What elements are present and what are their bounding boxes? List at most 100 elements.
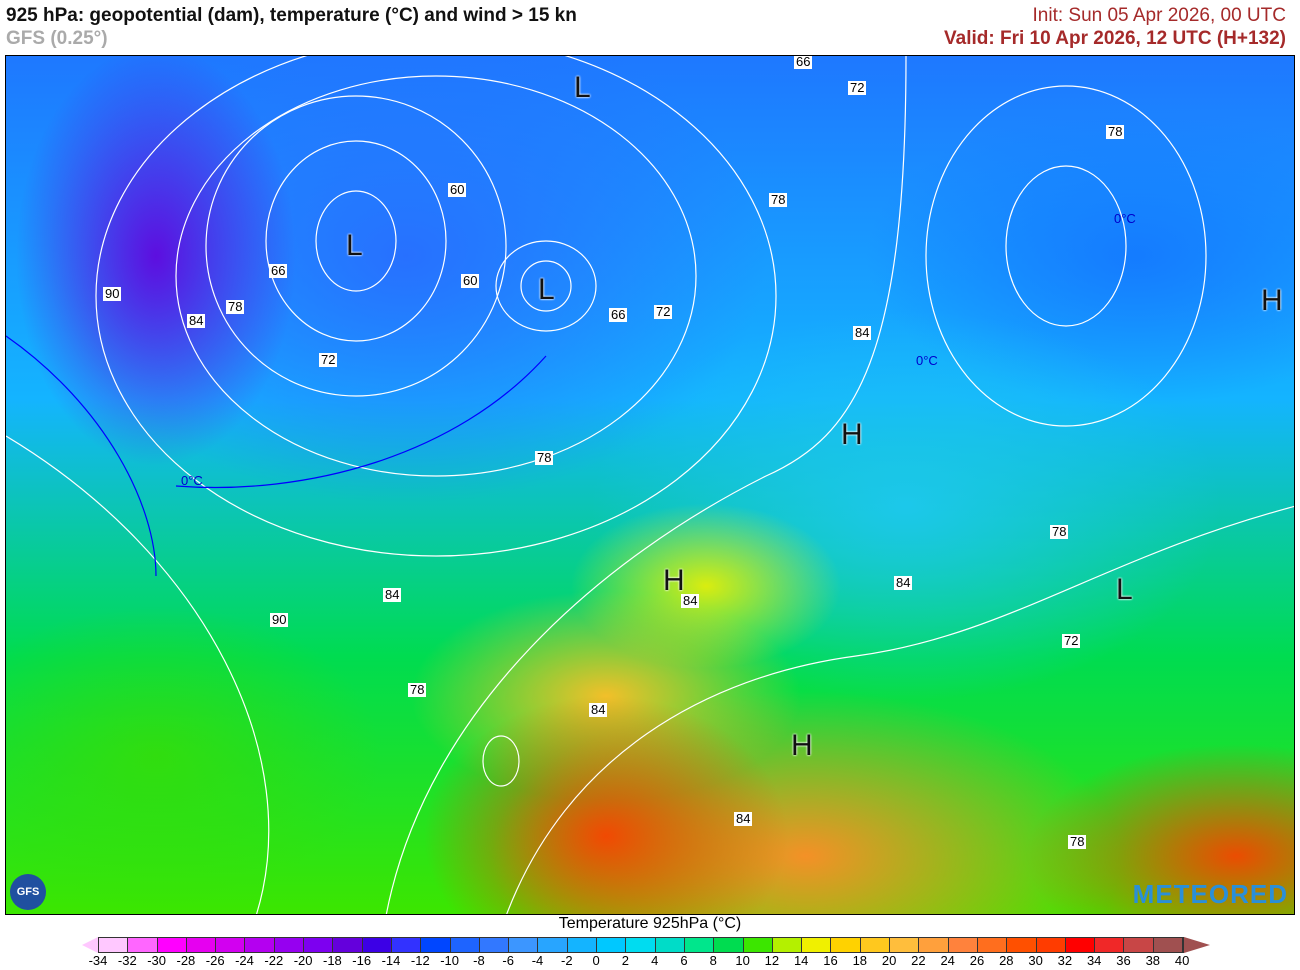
pressure-center: H [663, 564, 685, 597]
colorbar-swatch [919, 938, 949, 952]
colorbar [98, 937, 1184, 953]
colorbar-tick-label: 8 [709, 953, 717, 968]
pressure-center: H [791, 729, 813, 762]
colorbar-tick-label: 6 [680, 953, 688, 968]
contour-label: 72 [654, 304, 673, 319]
valid-time: Valid: Fri 10 Apr 2026, 12 UTC (H+132) [944, 28, 1286, 49]
colorbar-swatch [216, 938, 246, 952]
colorbar-under-arrow [82, 937, 98, 953]
colorbar-swatch [714, 938, 744, 952]
pressure-center: L [1116, 573, 1133, 606]
contour-label: 72 [848, 80, 867, 95]
colorbar-tick-label: -2 [561, 953, 573, 968]
colorbar-swatch [1124, 938, 1154, 952]
colorbar-tick-label: 28 [999, 953, 1014, 968]
colorbar-swatch [743, 938, 773, 952]
colorbar-tick-label: -18 [322, 953, 342, 968]
contour-label: 90 [270, 612, 289, 627]
isotherm-label: 0°C [181, 473, 203, 488]
colorbar-tick-label: -24 [235, 953, 254, 968]
contour-label: 84 [734, 811, 753, 826]
colorbar-tick-label: 26 [969, 953, 985, 968]
colorbar-swatch [684, 938, 715, 952]
colorbar-tick-label: 38 [1145, 953, 1161, 968]
colorbar-swatch [860, 938, 891, 952]
isotherm-label: 0°C [1114, 211, 1136, 226]
colorbar-tick-label: 40 [1174, 953, 1190, 968]
colorbar-tick-label: -14 [381, 953, 401, 968]
contour-label: 84 [383, 587, 402, 602]
colorbar-swatch [1095, 938, 1125, 952]
colorbar-ticks: -34 -32 -30 -28 -26 -24 -22 -20 -18 -16 -14 -12 -10-… [0, 953, 1300, 970]
contour-label: 78 [769, 192, 788, 207]
colorbar-tick-label: 16 [823, 953, 838, 968]
contour-label: 90 [103, 286, 122, 301]
colorbar-swatch [1153, 938, 1183, 952]
init-time: Init: Sun 05 Apr 2026, 00 UTC [1032, 5, 1287, 26]
colorbar-swatch [157, 938, 187, 952]
colorbar-swatch [655, 938, 685, 952]
colorbar-tick-label: -28 [176, 953, 196, 968]
contour-label: 78 [1068, 834, 1087, 849]
colorbar-tick-label: 20 [881, 953, 897, 968]
colorbar-tick-label: -4 [531, 953, 544, 968]
colorbar-tick-label: 4 [651, 953, 659, 968]
colorbar-tick-label: 12 [764, 953, 780, 968]
colorbar-swatch [567, 938, 598, 952]
colorbar-tick-label: -12 [410, 953, 430, 968]
colorbar-tick-label: 2 [621, 953, 630, 968]
colorbar-swatch [772, 938, 803, 952]
pressure-center: H [1261, 284, 1283, 317]
colorbar-tick-label: 30 [1028, 953, 1043, 968]
colorbar-tick-label: -26 [205, 953, 225, 968]
colorbar-swatch [333, 938, 363, 952]
contour-label: 84 [589, 702, 608, 717]
contour-lines [6, 56, 1294, 914]
colorbar-tick-label: -8 [473, 953, 485, 968]
colorbar-swatch [1065, 938, 1096, 952]
colorbar-swatch [128, 938, 158, 952]
contour-label: 66 [269, 263, 288, 278]
weather-map: L L L H H H H L 66 72 78 60 60 66 90 84 … [5, 55, 1295, 915]
colorbar-tick-label: -34 [88, 953, 108, 968]
colorbar-swatch [274, 938, 305, 952]
colorbar-swatch [802, 938, 832, 952]
pressure-center: L [574, 71, 591, 104]
colorbar-swatch [948, 938, 978, 952]
model-label: GFS (0.25°) [6, 28, 108, 49]
colorbar-tick-label: 32 [1057, 953, 1073, 968]
colorbar-swatch [1007, 938, 1037, 952]
colorbar-swatch [421, 938, 451, 952]
colorbar-tick-label: -6 [502, 953, 514, 968]
contour-label: 66 [609, 307, 628, 322]
contour-label: 66 [794, 55, 813, 69]
contour-label: 78 [1050, 524, 1069, 539]
colorbar-swatch [626, 938, 656, 952]
colorbar-swatch [362, 938, 392, 952]
colorbar-swatch [479, 938, 510, 952]
contour-label: 78 [226, 299, 245, 314]
meteored-logo: METEORED [1132, 879, 1288, 909]
colorbar-swatch [186, 938, 217, 952]
colorbar-tick-label: -10 [440, 953, 459, 968]
map-title: 925 hPa: geopotential (dam), temperature… [6, 5, 577, 26]
colorbar-tick-label: -22 [264, 953, 284, 968]
colorbar-tick-label: 34 [1086, 953, 1102, 968]
colorbar-title: Temperature 925hPa (°C) [558, 915, 742, 932]
contour-label: 84 [894, 575, 913, 590]
colorbar-swatch [977, 938, 1008, 952]
colorbar-tick-label: 36 [1116, 953, 1131, 968]
colorbar-swatch [538, 938, 568, 952]
colorbar-tick-label: -20 [293, 953, 313, 968]
isotherm-label: 0°C [916, 353, 938, 368]
colorbar-tick-label: 0 [592, 953, 600, 968]
colorbar-swatch [597, 938, 627, 952]
gfs-logo: GFS [10, 874, 46, 910]
colorbar-swatch [245, 938, 275, 952]
pressure-center: H [841, 418, 863, 451]
colorbar-over-arrow [1184, 937, 1211, 953]
contour-label: 60 [448, 182, 467, 197]
colorbar-swatch [890, 938, 920, 952]
contour-label: 84 [187, 313, 206, 328]
contour-label: 78 [408, 682, 427, 697]
